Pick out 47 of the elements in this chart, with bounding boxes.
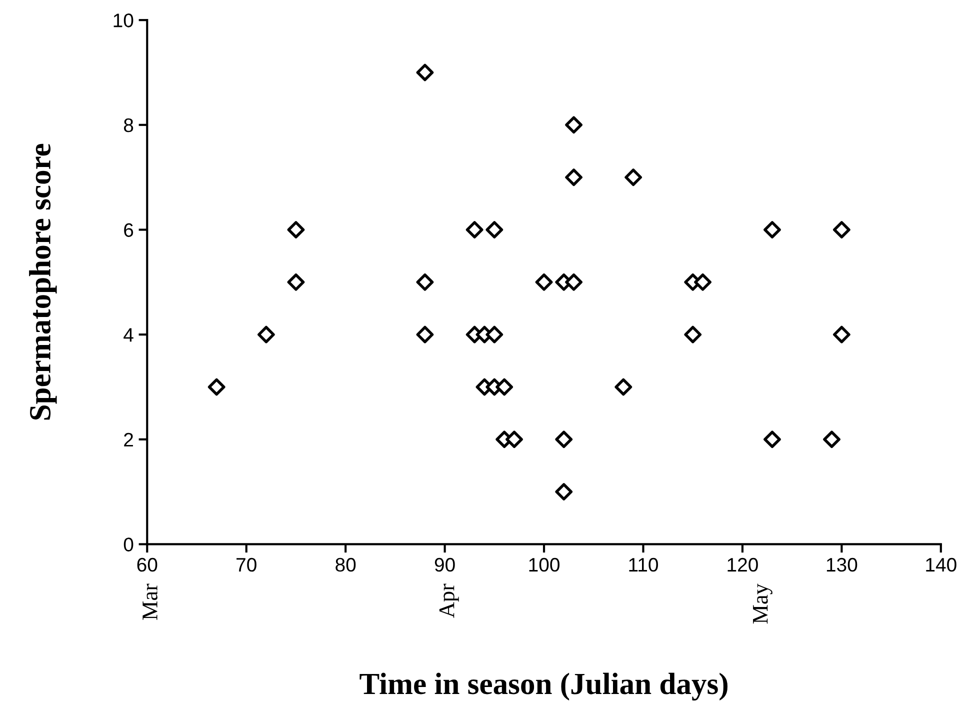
y-tick-label: 10 — [114, 14, 134, 28]
point — [823, 430, 840, 448]
x-tick-label: 140 — [926, 558, 956, 572]
point — [764, 430, 781, 448]
point — [287, 273, 305, 291]
point — [496, 378, 513, 396]
point — [535, 273, 553, 291]
x-tick-label: 60 — [137, 558, 158, 572]
point — [833, 221, 850, 238]
y-tick-label: 0 — [124, 538, 134, 552]
point — [208, 378, 226, 396]
y-tick-label: 2 — [124, 432, 133, 446]
point — [416, 273, 434, 291]
point — [486, 326, 504, 344]
x-tick-label: 90 — [434, 558, 455, 572]
point — [555, 483, 573, 500]
point — [486, 221, 504, 238]
x-tick-label: 130 — [826, 558, 858, 572]
point — [258, 326, 275, 344]
point — [694, 273, 712, 291]
point — [565, 168, 582, 186]
point — [555, 430, 573, 448]
text: Mar — [142, 584, 158, 620]
point — [624, 168, 642, 186]
y-axis-title: Spermatophore score — [29, 144, 57, 420]
x-tick-label: 100 — [529, 558, 560, 572]
point — [833, 326, 850, 344]
point — [565, 116, 582, 134]
point — [764, 221, 781, 238]
text: Apr — [439, 584, 459, 618]
point — [416, 326, 434, 344]
text: May — [753, 584, 772, 624]
point — [684, 326, 702, 344]
x-tick-label: 110 — [629, 558, 658, 572]
point — [506, 430, 523, 448]
y-tick-label: 6 — [124, 223, 134, 237]
point — [614, 378, 632, 396]
x-tick-label: 80 — [336, 558, 356, 572]
point — [287, 221, 305, 238]
point — [466, 221, 484, 238]
point — [416, 64, 434, 82]
x-axis-title: Time in season (Julian days) — [360, 672, 728, 701]
x-tick-label: 120 — [728, 558, 758, 572]
y-tick-label: 8 — [124, 118, 134, 132]
point — [565, 273, 582, 291]
x-tick-label: 70 — [236, 558, 256, 572]
y-tick-label: 4 — [124, 328, 134, 342]
